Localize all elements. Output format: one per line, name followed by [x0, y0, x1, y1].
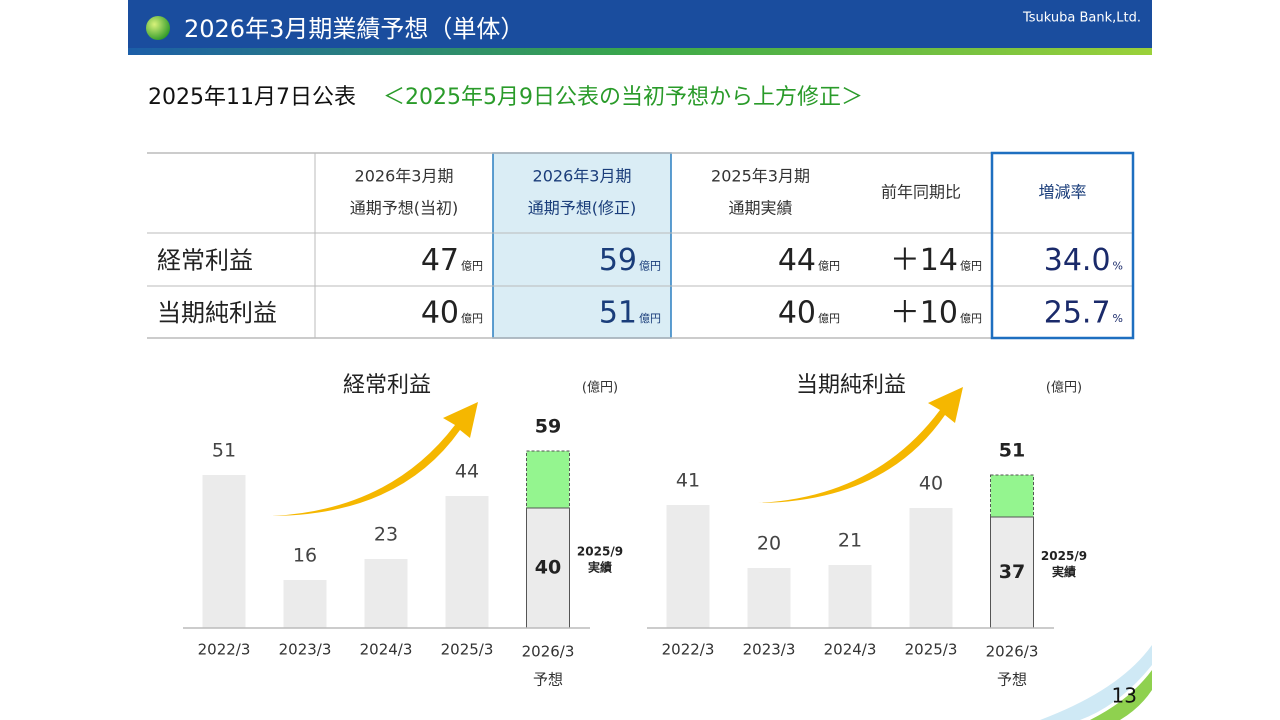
bar [666, 505, 710, 628]
growth-arrow [272, 402, 478, 516]
x-tick-label: 2024/3 [824, 641, 877, 659]
x-tick-label: 2024/3 [360, 641, 413, 659]
forecast-label: 予想 [997, 671, 1027, 689]
value-label: 21 [838, 530, 862, 552]
bar [364, 559, 408, 628]
row-label: 当期純利益 [157, 299, 277, 327]
bar [202, 475, 246, 628]
unit: 億円 [818, 312, 840, 325]
column-header: 2026年3月期 [533, 167, 632, 186]
column-header: 2026年3月期 [355, 167, 454, 186]
actual-note: 2025/9 [577, 545, 623, 559]
unit: 億円 [639, 260, 661, 273]
charts: 経常利益 (億円) 51 2022/3 16 2023/3 23 2024/3 44 2025/3… [183, 373, 1087, 689]
actual-label: 40 [535, 557, 561, 579]
bar [283, 580, 327, 628]
cell-value: 34.0 [1044, 243, 1111, 278]
rate-column-frame [990, 151, 1135, 340]
cell-value: 59 [599, 243, 637, 278]
actual-note: 実績 [588, 560, 612, 575]
page-number: 13 [1112, 684, 1137, 708]
header-icon [146, 16, 170, 40]
actual-label: 37 [999, 561, 1025, 583]
chart-title: 当期純利益 [796, 373, 906, 398]
row-label: 経常利益 [157, 247, 253, 275]
value-label: 40 [919, 473, 943, 495]
actual-bar [990, 516, 1034, 629]
unit: 億円 [960, 260, 982, 273]
announce-date: 2025年11月7日公表 [148, 85, 356, 110]
value-label: 23 [374, 524, 398, 546]
value-label: 51 [212, 440, 236, 462]
bar [909, 508, 953, 628]
value-label: 16 [293, 545, 317, 567]
unit: 億円 [461, 260, 483, 273]
column-header: 通期予想(修正) [528, 199, 637, 218]
cell-value: 25.7 [1044, 296, 1111, 331]
chart-unit: (億円) [1046, 380, 1082, 396]
bar [747, 568, 791, 628]
cell-value: ＋14 [890, 243, 958, 278]
actual-note: 2025/9 [1041, 549, 1087, 563]
unit: 億円 [639, 312, 661, 325]
swoosh [1040, 645, 1152, 720]
column-header: 前年同期比 [881, 183, 961, 202]
unit: 億円 [818, 260, 840, 273]
announce-note: ＜2025年5月9日公表の当初予想から上方修正＞ [383, 85, 863, 110]
x-tick-label: 2026/3 [986, 643, 1039, 661]
column-header: 増減率 [1038, 183, 1086, 202]
bar [828, 565, 872, 628]
cell-value: ＋10 [890, 296, 958, 331]
column-header: 2025年3月期 [711, 167, 810, 186]
forecast-label: 予想 [533, 671, 563, 689]
value-label: 44 [455, 461, 479, 483]
company: Tsukuba Bank,Ltd. [1022, 11, 1141, 26]
x-tick-label: 2025/3 [905, 641, 958, 659]
swoosh [1090, 670, 1152, 720]
growth-arrow [758, 387, 963, 503]
header-title: 2026年3月期業績予想（単体） [184, 15, 524, 43]
chart-unit: (億円) [582, 380, 618, 396]
highlight-column [492, 152, 672, 339]
x-tick-label: 2023/3 [743, 641, 796, 659]
cell-value: 47 [421, 243, 459, 278]
column-header: 通期実績 [728, 199, 792, 218]
x-tick-label: 2023/3 [279, 641, 332, 659]
value-label: 20 [757, 533, 781, 555]
x-tick-label: 2022/3 [662, 641, 715, 659]
x-tick-label: 2026/3 [522, 643, 575, 661]
actual-note: 実績 [1052, 564, 1076, 579]
x-tick-label: 2022/3 [198, 641, 251, 659]
x-tick-label: 2025/3 [441, 641, 494, 659]
cell-value: 44 [778, 243, 816, 278]
unit: 億円 [461, 312, 483, 325]
unit: % [1113, 312, 1123, 325]
value-label: 51 [999, 440, 1025, 462]
header-bar [128, 0, 1152, 48]
cell-value: 40 [778, 296, 816, 331]
unit: % [1113, 260, 1123, 273]
cell-value: 51 [599, 296, 637, 331]
chart-title: 経常利益 [343, 373, 431, 398]
value-label: 59 [535, 416, 561, 438]
column-header: 通期予想(当初) [350, 199, 459, 218]
cell-value: 40 [421, 296, 459, 331]
table: 2026年3月期通期予想(当初)2026年3月期通期予想(修正)2025年3月期… [147, 151, 1135, 340]
unit: 億円 [960, 312, 982, 325]
value-label: 41 [676, 470, 700, 492]
bar [445, 496, 489, 628]
header-stripe [128, 48, 1152, 55]
